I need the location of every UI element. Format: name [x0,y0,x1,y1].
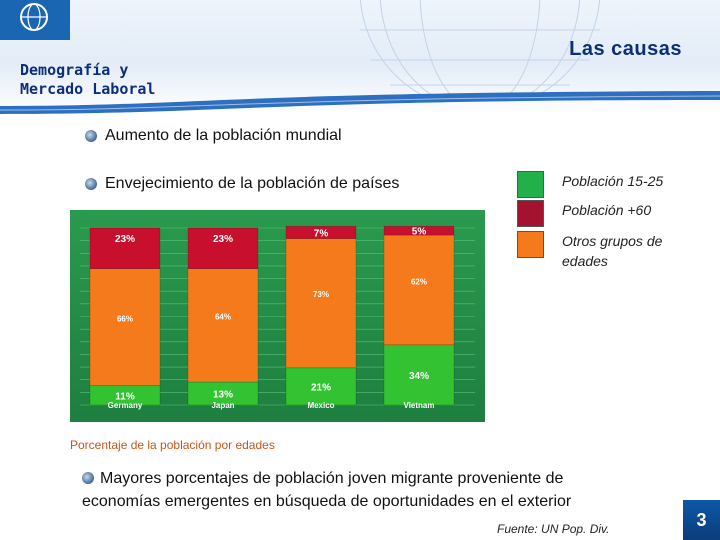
bullet-item: Mayores porcentajes de población joven m… [82,470,572,510]
iom-logo [0,0,70,40]
bar-segment-germany-1 [89,268,161,386]
globe-graphic [359,0,601,100]
bullet-globe-icon [85,130,97,142]
bar-segment-mexico-1 [285,238,357,369]
x-axis-label-germany: Germany [108,401,143,410]
bar-segment-vietnam-1 [383,234,455,346]
x-axis-label-mexico: Mexico [307,401,334,410]
bar-label-mexico-1: 73% [313,290,329,299]
bar-label-japan-1: 64% [215,313,231,322]
x-axis-label-vietnam: Vietnam [404,401,435,410]
header-swoosh [0,91,720,114]
bar-label-germany-0: 11% [115,391,135,402]
legend-swatch-orange [517,231,544,258]
legend-item: Población 15-25 [517,171,682,198]
bar-segment-mexico-0 [285,367,357,406]
bar-label-mexico-2: 7% [314,228,329,239]
bar-label-germany-1: 66% [117,314,133,323]
bar-label-vietnam-2: 5% [412,227,427,238]
bar-label-vietnam-0: 34% [409,371,429,382]
stacked-bar-chart: 11% 66% 23% 13% 64% 23% 21% 73% 7% 34% 62% 5% Germa… [70,210,485,422]
bullet-globe-icon [85,178,97,190]
bar-label-germany-2: 23% [115,234,135,245]
bar-segment-vietnam-0 [383,344,455,406]
source-citation: Fuente: UN Pop. Div. [497,522,610,536]
bar-segment-japan-1 [187,268,259,383]
chart-caption: Porcentaje de la población por edades [70,438,275,452]
legend-swatch-green [517,171,544,198]
bar-segment-japan-2 [187,227,259,270]
legend-item: Población +60 [517,200,682,227]
section-title: Demografía y Mercado Laboral [20,61,156,98]
bullet-item: Envejecimiento de la población de países [85,175,399,193]
bar-segment-japan-0 [187,381,259,406]
slide-title: Las causas [569,38,682,60]
legend-swatch-red [517,200,544,227]
page-number: 3 [683,500,720,540]
bullet-item: Aumento de la población mundial [85,127,342,145]
bar-label-mexico-0: 21% [311,382,331,393]
header-banner: Demografía y Mercado Laboral Las causas [0,0,720,115]
bar-segment-germany-2 [89,227,161,270]
bar-segment-mexico-2 [285,225,357,239]
bar-label-japan-2: 23% [213,234,233,245]
x-axis-label-japan: Japan [211,401,234,410]
bar-label-japan-0: 13% [213,389,233,400]
bullet-globe-icon [82,472,94,484]
legend-item: Otros grupos de edades [517,231,682,271]
bar-segment-vietnam-2 [383,225,455,236]
bar-label-vietnam-1: 62% [411,277,427,286]
